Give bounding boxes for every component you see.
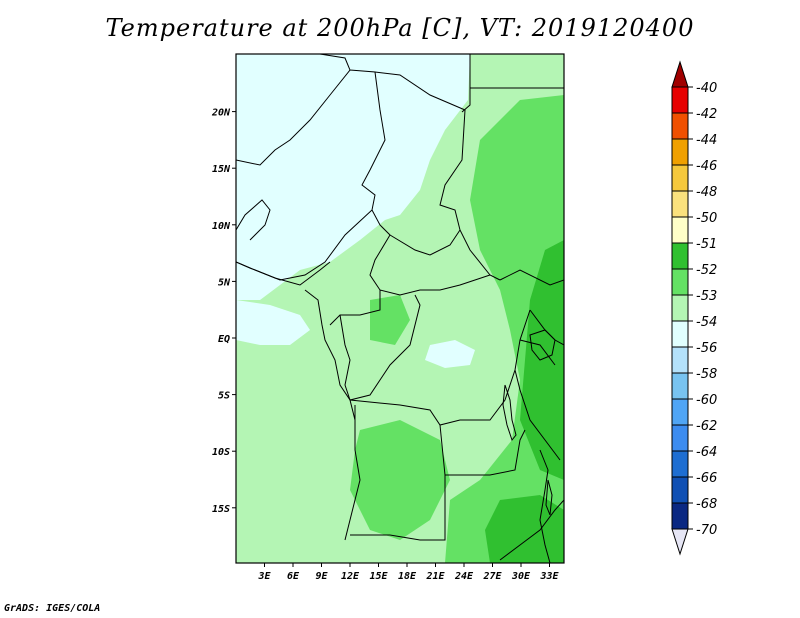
x-tick-label: 15E [369,571,388,582]
colorbar-label: -60 [696,393,717,408]
colorbar-label: -53 [696,289,717,304]
colorbar-label: -54 [696,315,717,330]
field-cold-patch-equator [236,300,310,345]
y-axis: 20N 15N 10N 5N EQ 5S 10S 15S [211,108,236,515]
colorbar-label: -44 [696,133,717,148]
y-tick-label: 10N [212,221,231,232]
y-tick-label: 15S [212,504,230,515]
colorbar-swatch [671,268,689,296]
border-congo-drc [339,294,531,426]
colorbar-swatch [671,242,689,270]
colorbar-label: -64 [696,445,717,460]
colorbar-label: -52 [696,263,717,278]
colorbar-swatch [671,450,689,478]
colorbar-bottom-arrow [671,528,689,556]
coastline-west [304,289,356,421]
colorbar-swatch [671,424,689,452]
x-tick-label: 27E [482,571,502,582]
x-tick-label: 6E [287,571,300,582]
colorbar-swatch [671,216,689,244]
field-warmest-southeast [485,495,564,563]
colorbar-swatch [671,398,689,426]
map-frame [235,53,565,564]
colorbar-label: -58 [696,367,717,382]
y-tick-label: 10S [212,447,230,458]
grads-credit: GrADS: IGES/COLA [4,603,101,614]
colorbar-label: -56 [696,341,717,356]
colorbar-label: -48 [696,185,717,200]
colorbar-swatch [671,476,689,504]
field-cold-patch-congo [425,340,475,368]
x-tick-label: 3E [257,571,271,582]
colorbar-label: -51 [696,237,717,252]
y-tick-label: 20N [211,108,231,119]
colorbar-swatch [671,164,689,192]
colorbar-label: -40 [696,81,717,96]
lake-victoria [529,329,556,361]
colorbar-label: -68 [696,497,717,512]
border-gulf-coast [236,199,331,286]
x-tick-label: 21E [425,571,445,582]
colorbar-swatch [671,372,689,400]
x-tick-label: 18E [398,571,417,582]
border-north-west [236,54,386,281]
colorbar-label: -66 [696,471,717,486]
y-tick-label: EQ [218,334,230,345]
border-sudan [461,54,564,286]
border-niger-chad [374,71,501,281]
y-tick-label: 5S [218,391,230,402]
field-warm-south [350,420,450,540]
x-tick-label: 9E [315,571,328,582]
colorbar-swatch [671,86,689,114]
x-axis: 3E 6E 9E 12E 15E 18E 21E 24E 27E 30E 33E [257,563,560,582]
colorbar-swatch [671,112,689,140]
lake-tanganyika [502,384,517,442]
x-tick-label: 33E [539,571,559,582]
colorbar-label: -46 [696,159,717,174]
colorbar-label: -42 [696,107,717,122]
colorbar-label: -70 [696,523,717,538]
border-angola-zambia [344,405,564,561]
colorbar-label: -50 [696,211,717,226]
field-warmest-east [520,240,564,480]
colorbar-swatch [671,346,689,374]
colorbar-swatch [671,502,689,530]
map-title: Temperature at 200hPa [C], VT: 201912040… [105,14,695,42]
colorbar-label: -62 [696,419,717,434]
temperature-field [236,54,564,563]
colorbar-top-arrow [671,60,689,88]
x-tick-label: 30E [511,571,531,582]
y-tick-label: 15N [212,164,231,175]
field-cold-region [236,54,470,300]
y-tick-label: 5N [218,277,231,288]
colorbar: -40 -42 -44 -46 -48 -50 -51 -52 -53 -54 -56 -58 -60 -… [671,60,717,556]
border-cameroon-car [329,209,491,326]
country-borders [236,54,564,563]
colorbar-swatch [671,190,689,218]
lake-malawi [545,479,553,516]
colorbar-swatch [671,294,689,322]
colorbar-swatch [671,138,689,166]
x-tick-label: 12E [341,571,360,582]
x-tick-label: 24E [454,571,474,582]
colorbar-swatch [671,320,689,348]
